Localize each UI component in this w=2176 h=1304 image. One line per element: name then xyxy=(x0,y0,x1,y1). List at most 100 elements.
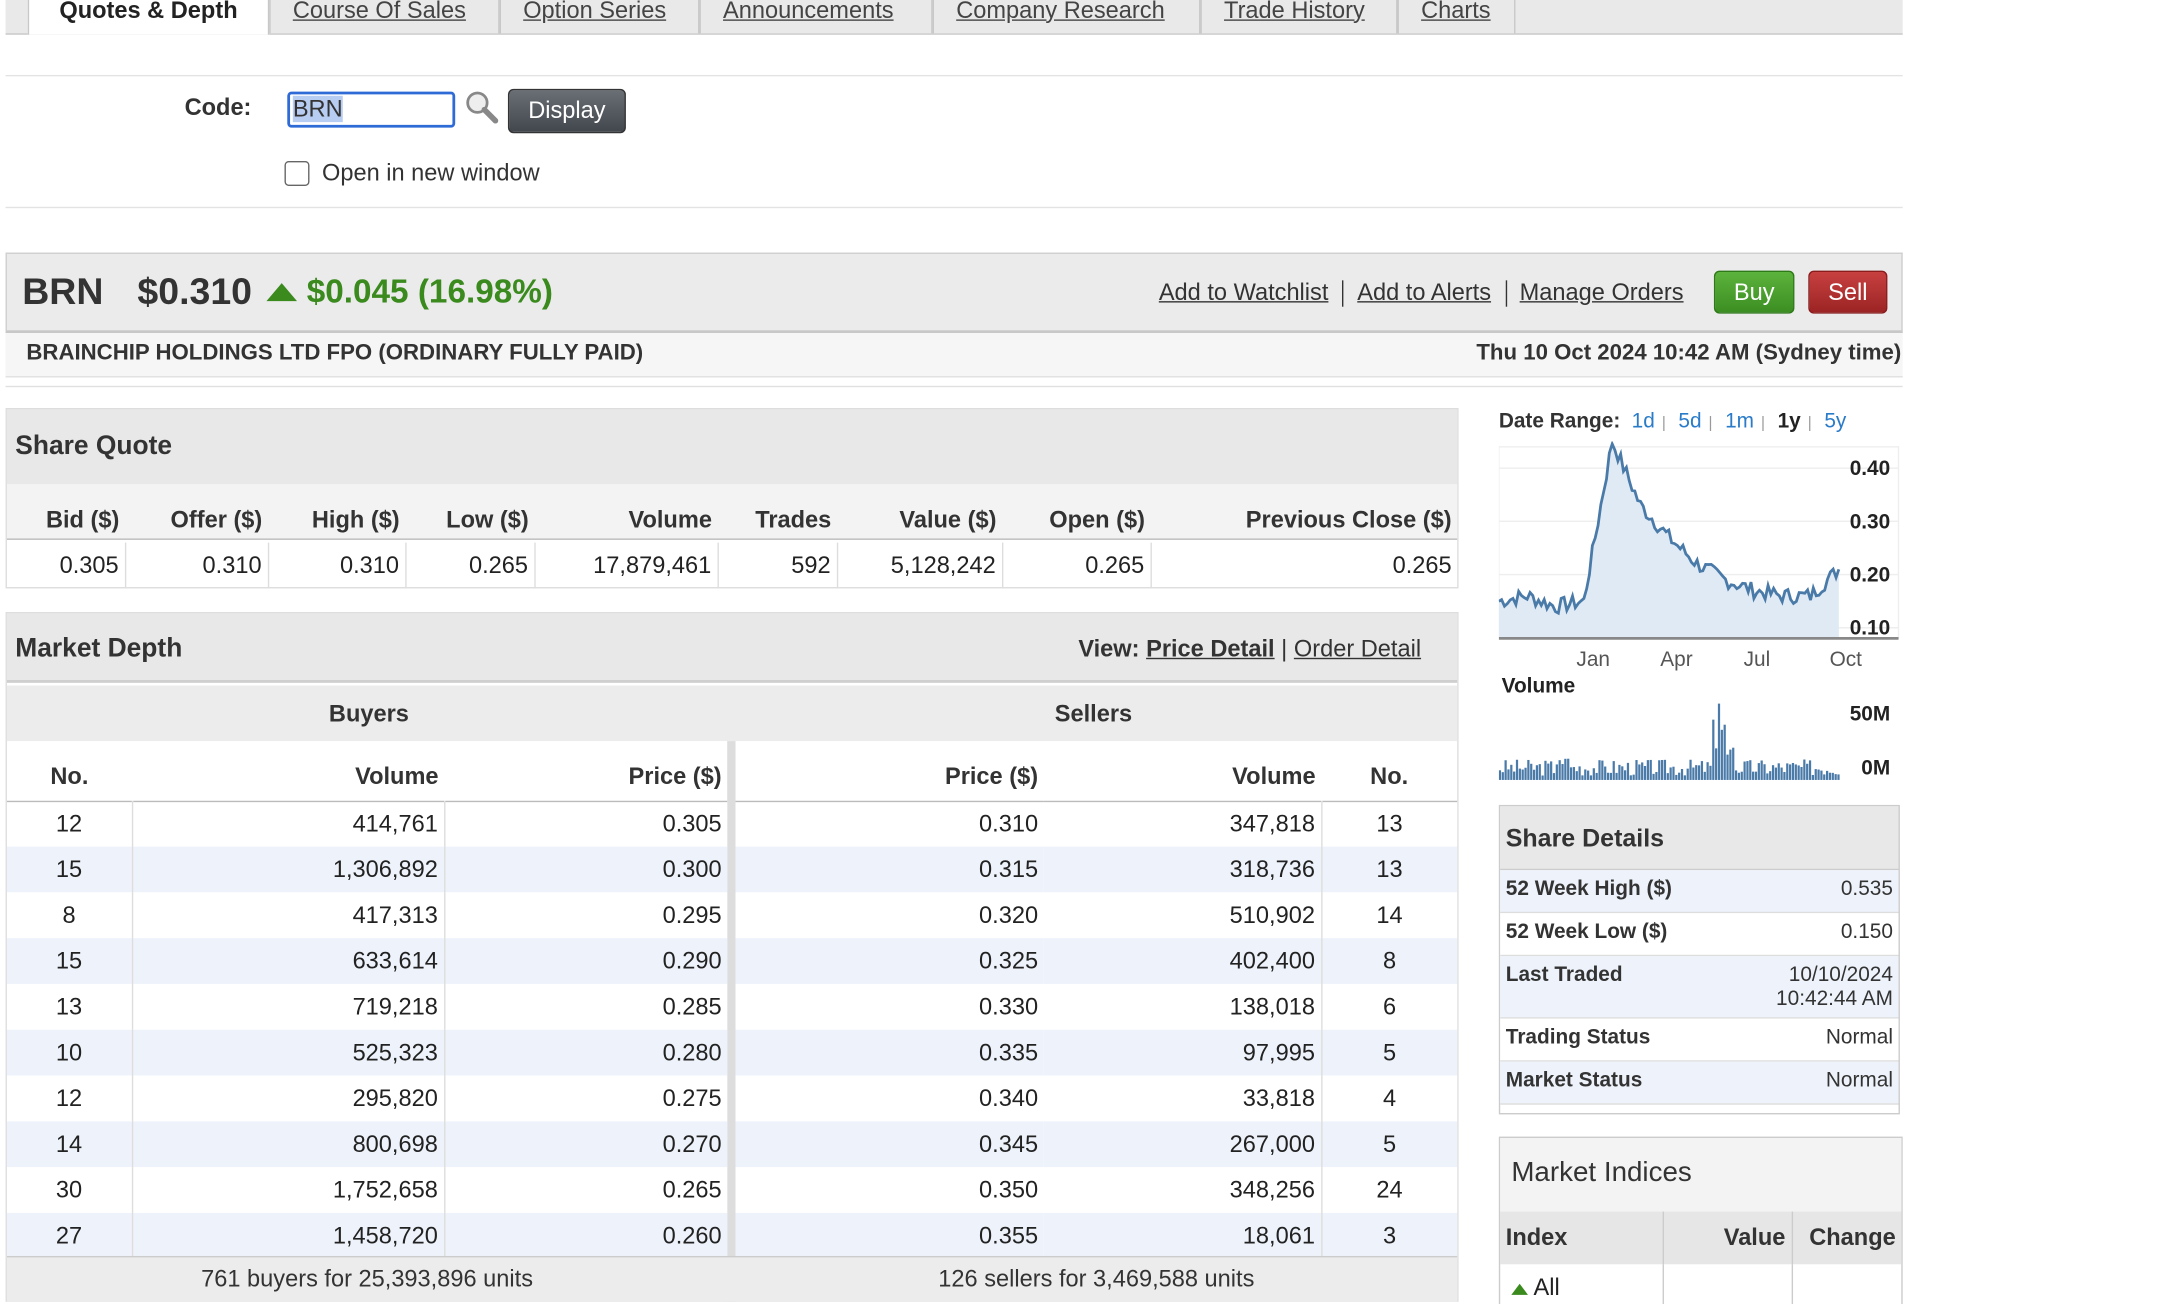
volume-bar xyxy=(1635,760,1638,780)
buyer-cell: 12 xyxy=(6,800,133,847)
sq-header: Open ($) xyxy=(1049,505,1145,533)
add-to-watchlist-link[interactable]: Add to Watchlist xyxy=(1158,278,1329,306)
y-tick-label: 0.30 xyxy=(1850,510,1890,533)
range-link-5d[interactable]: 5d xyxy=(1678,409,1702,433)
volume-bar xyxy=(1595,772,1598,780)
buyer-cell: 0.295 xyxy=(662,901,722,928)
volume-bar xyxy=(1629,775,1632,780)
share-quote-values: 0.305 0.310 0.310 0.265 17,879,461 592 5… xyxy=(6,542,1457,589)
seller-row: 0.320 510,902 14 xyxy=(735,892,1458,939)
price-chart: 0.40 0.30 0.20 0.10 Jan Apr Jul Oct xyxy=(1498,441,1900,671)
volume-bar xyxy=(1530,763,1533,780)
buyer-cell: 8 xyxy=(6,892,133,939)
tab-charts[interactable]: Charts xyxy=(1397,0,1516,34)
volume-bar xyxy=(1803,759,1806,780)
share-quote-headers: Bid ($) Offer ($) High ($) Low ($) Volum… xyxy=(7,497,1457,543)
volume-bar xyxy=(1598,760,1601,780)
volume-bar xyxy=(1663,759,1667,780)
volume-bar xyxy=(1621,766,1624,780)
seller-cell: 348,256 xyxy=(1043,1167,1322,1213)
company-name: BRAINCHIP HOLDINGS LTD FPO (ORDINARY FUL… xyxy=(26,341,644,365)
volume-bar xyxy=(1789,764,1792,780)
buyer-cell: 0.260 xyxy=(662,1221,722,1249)
date-range-selector: Date Range: 1d | 5d | 1m | 1y | 5y xyxy=(1499,409,1846,433)
share-details-title-bar: Share Details xyxy=(1500,806,1899,871)
seller-row: 0.335 97,995 5 xyxy=(735,1029,1458,1076)
display-button[interactable]: Display xyxy=(507,88,626,134)
volume-bar xyxy=(1837,774,1840,780)
search-icon[interactable] xyxy=(464,89,500,125)
seller-cell: 33,818 xyxy=(1043,1075,1322,1122)
volume-bar xyxy=(1760,760,1763,780)
volume-bar xyxy=(1800,766,1803,780)
tab-trade-history[interactable]: Trade History xyxy=(1200,0,1398,34)
index-name: All xyxy=(1533,1273,1560,1300)
volume-bar xyxy=(1541,775,1544,780)
price-detail-link[interactable]: Price Detail xyxy=(1146,635,1275,662)
seller-cell: 0.310 xyxy=(979,810,1039,837)
volume-bar xyxy=(1669,767,1672,780)
manage-orders-link[interactable]: Manage Orders xyxy=(1519,278,1684,306)
market-indices-title-bar: Market Indices xyxy=(1500,1137,1902,1212)
buyer-cell: 0.270 xyxy=(662,1130,722,1157)
sell-button[interactable]: Sell xyxy=(1808,270,1888,314)
code-input[interactable]: BRN xyxy=(287,91,456,128)
buyer-cell: 525,323 xyxy=(131,1029,445,1076)
volume-bar xyxy=(1783,771,1786,780)
add-to-alerts-link[interactable]: Add to Alerts xyxy=(1357,278,1492,306)
seller-row: 0.330 138,018 6 xyxy=(735,983,1458,1030)
mi-header: Value xyxy=(1662,1211,1793,1265)
tab-company-research[interactable]: Company Research xyxy=(932,0,1201,34)
volume-bar xyxy=(1507,769,1510,780)
market-depth-title-bar xyxy=(6,613,1458,683)
buyer-cell: 0.285 xyxy=(662,992,722,1020)
volume-bar xyxy=(1569,767,1573,780)
sq-value: 0.310 xyxy=(267,542,406,589)
volume-bar xyxy=(1740,771,1743,780)
market-index-row[interactable]: All xyxy=(1500,1264,1901,1304)
depth-view-selector: View: Price Detail | Order Detail xyxy=(1078,636,1421,664)
volume-bar xyxy=(1680,768,1684,780)
volume-bar xyxy=(1794,764,1797,780)
tab-quotes-depth[interactable]: Quotes & Depth xyxy=(27,0,270,35)
quote-header xyxy=(5,252,1903,334)
buyer-cell: 15 xyxy=(6,938,133,984)
sq-header: Offer ($) xyxy=(170,505,263,533)
range-link-5y[interactable]: 5y xyxy=(1824,409,1847,433)
quote-timestamp: Thu 10 Oct 2024 10:42 AM (Sydney time) xyxy=(1476,341,1902,365)
buyer-row: 27 1,458,720 0.260 xyxy=(6,1212,728,1259)
seller-row: 0.355 18,061 3 xyxy=(735,1212,1458,1259)
tab-course-of-sales[interactable]: Course Of Sales xyxy=(269,0,500,34)
market-indices-panel: Market Indices Index Value Change All xyxy=(1498,1136,1903,1304)
volume-bar xyxy=(1820,770,1823,780)
new-window-checkbox[interactable] xyxy=(284,160,310,186)
volume-bar xyxy=(1689,759,1692,780)
volume-bar xyxy=(1757,763,1760,780)
seller-cell: 97,995 xyxy=(1043,1029,1322,1076)
order-detail-link[interactable]: Order Detail xyxy=(1293,635,1422,662)
buy-button[interactable]: Buy xyxy=(1713,270,1795,314)
market-indices-header-row: Index Value Change xyxy=(1500,1211,1902,1265)
sell-header: Volume xyxy=(1232,763,1316,791)
seller-cell: 0.355 xyxy=(979,1221,1039,1249)
x-tick-label: Jan xyxy=(1576,648,1610,671)
index-up-icon xyxy=(1511,1283,1528,1295)
range-link-1d[interactable]: 1d xyxy=(1631,409,1655,433)
seller-row: 0.310 347,818 13 xyxy=(735,800,1458,847)
volume-bar xyxy=(1547,763,1550,780)
sq-header: Previous Close ($) xyxy=(1245,505,1452,533)
volume-bar xyxy=(1754,771,1758,780)
buyer-cell: 800,698 xyxy=(131,1121,445,1168)
tab-announcements[interactable]: Announcements xyxy=(699,0,933,34)
market-depth-title: Market Depth xyxy=(15,634,183,664)
new-window-label: Open in new window xyxy=(321,159,540,186)
buyer-cell: 295,820 xyxy=(131,1075,445,1122)
range-link-1m[interactable]: 1m xyxy=(1725,409,1755,433)
buyer-cell: 0.265 xyxy=(662,1176,722,1203)
tab-option-series[interactable]: Option Series xyxy=(499,0,700,34)
y-tick-label: 0.20 xyxy=(1850,563,1890,586)
sellers-total: 126 sellers for 3,469,588 units xyxy=(938,1265,1255,1293)
buyers-header-row: No. Volume Price ($) xyxy=(6,755,728,801)
range-link-1y[interactable]: 1y xyxy=(1777,409,1801,433)
volume-bar xyxy=(1649,759,1652,780)
